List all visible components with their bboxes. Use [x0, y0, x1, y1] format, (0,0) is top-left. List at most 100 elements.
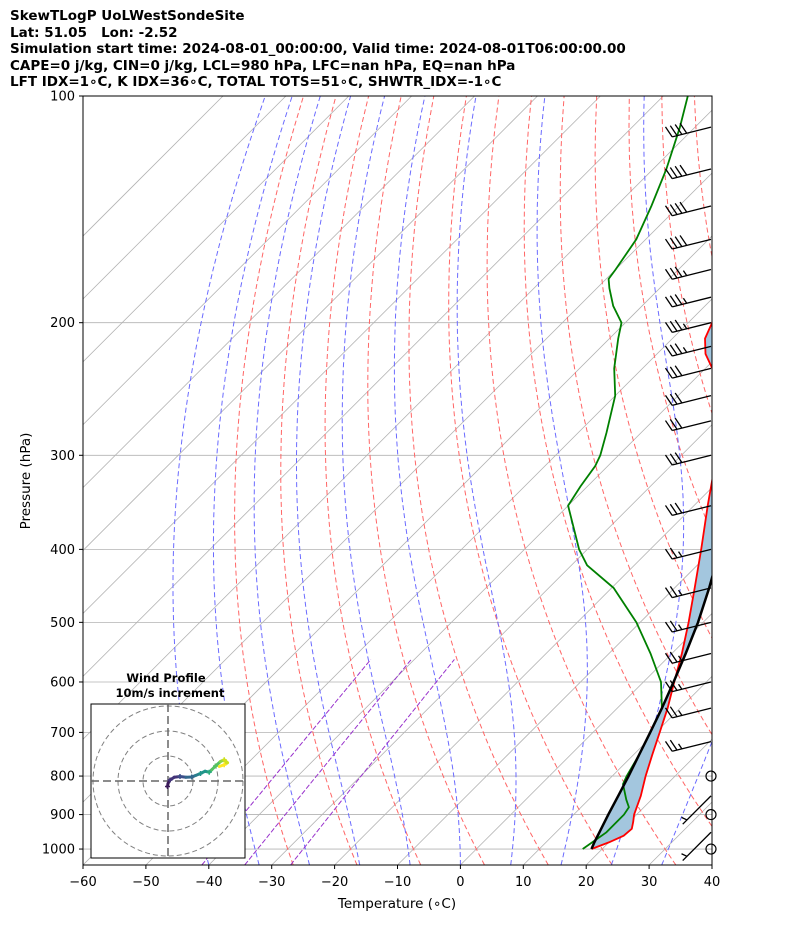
y-tick-label: 100 — [50, 90, 75, 105]
barb-flag — [674, 319, 683, 331]
hodograph-marker — [221, 762, 227, 768]
barb-staff — [672, 367, 712, 379]
barb-staff — [672, 652, 712, 664]
wind-barb — [664, 706, 712, 719]
hodograph-marker — [213, 763, 218, 769]
cin-shading — [591, 322, 712, 849]
moist-adiabat — [393, 96, 461, 865]
wind-barb — [664, 365, 712, 379]
hodograph-inset: Wind Profile 10m/s increment — [90, 671, 246, 859]
station-coordinates: Lat: 51.05 Lon: -2.52 — [10, 24, 178, 41]
barb-flag — [674, 202, 683, 214]
isotherm — [83, 96, 664, 677]
barb-flag — [664, 652, 673, 664]
isotherm — [83, 96, 350, 363]
barb-staff — [672, 168, 712, 180]
dry-adiabat — [661, 96, 712, 415]
isotherm — [83, 96, 538, 552]
x-tick-label: −20 — [321, 875, 348, 890]
y-tick-label: 600 — [50, 675, 75, 690]
isotherm — [145, 298, 712, 865]
wind-barb — [664, 122, 712, 138]
barb-half-flag — [682, 347, 688, 353]
x-tick-label: −60 — [69, 875, 96, 890]
barb-flag — [674, 165, 683, 177]
moist-adiabat — [253, 96, 321, 865]
hodograph-marker — [206, 769, 212, 775]
wind-barb — [664, 739, 712, 752]
y-axis-label: Pressure (hPa) — [18, 433, 34, 530]
isotherm — [83, 96, 412, 426]
barb-staff — [672, 205, 712, 217]
barb-flag — [669, 167, 678, 178]
x-tick-label: 20 — [578, 875, 595, 890]
profile-lines — [567, 96, 712, 850]
barb-staff — [672, 707, 712, 719]
station-title: SkewTLogP UoLWestSondeSite — [10, 8, 245, 24]
hodograph-marker — [221, 757, 227, 763]
barb-half-flag — [677, 743, 683, 750]
barb-flag — [669, 547, 678, 559]
dry-adiabat — [523, 96, 712, 828]
x-tick-label: 10 — [515, 875, 532, 890]
barb-flag — [664, 740, 673, 752]
barb-flag — [679, 201, 688, 213]
wind-barb — [664, 651, 712, 664]
moist-adiabat — [711, 863, 712, 865]
barb-flag — [674, 236, 683, 247]
isotherm — [83, 109, 712, 740]
wind-barb — [664, 452, 712, 466]
y-tick-label: 700 — [50, 726, 75, 741]
dry-adiabat — [559, 96, 712, 736]
wind-barb — [681, 831, 712, 862]
barb-flag — [664, 621, 673, 633]
barb-half-flag — [677, 683, 683, 690]
barb-flag — [669, 620, 678, 632]
barb-flag — [669, 739, 678, 751]
x-tick-label: 30 — [641, 875, 658, 890]
barb-flag — [669, 503, 678, 515]
barb-flag — [664, 454, 673, 466]
barb-flag — [669, 706, 678, 717]
mixing-ratio-line — [290, 659, 455, 865]
dry-adiabat — [760, 96, 794, 865]
dry-adiabat — [280, 96, 358, 865]
wind-barb — [664, 235, 712, 250]
barb-staff — [672, 322, 712, 333]
wind-barb — [664, 620, 712, 633]
barb-flag — [674, 124, 683, 135]
dry-adiabat — [486, 96, 677, 865]
y-tick-label: 500 — [50, 616, 75, 631]
barb-staff — [672, 681, 712, 693]
y-tick-label: 200 — [50, 316, 75, 331]
isotherm — [460, 612, 712, 865]
dry-adiabat — [367, 96, 485, 865]
barb-staff — [672, 621, 712, 633]
wind-barb — [664, 547, 712, 560]
barb-half-flag — [681, 816, 688, 821]
barb-flag — [674, 392, 683, 404]
isotherm — [711, 864, 712, 865]
barb-flag — [669, 344, 678, 356]
hodograph-marker — [167, 777, 173, 783]
calm-wind-circle — [705, 808, 717, 821]
barb-flag — [679, 122, 688, 134]
isotherm — [208, 361, 712, 865]
hodograph-title: Wind Profile — [126, 671, 206, 685]
moist-adiabat — [456, 96, 517, 865]
hodograph-marker — [165, 784, 170, 789]
barb-flag — [669, 237, 678, 249]
x-tick-label: −30 — [258, 875, 285, 890]
wind-barb — [664, 586, 712, 599]
x-tick-label: −40 — [195, 875, 222, 890]
wind-barb — [664, 164, 712, 180]
wind-barb — [664, 294, 712, 308]
hodograph-marker — [198, 771, 203, 776]
isotherm — [83, 96, 224, 237]
wind-barb — [664, 417, 712, 432]
barb-flag — [674, 343, 683, 354]
barb-flag — [664, 681, 673, 693]
barb-flag — [669, 453, 678, 465]
hodograph-marker — [189, 774, 195, 780]
